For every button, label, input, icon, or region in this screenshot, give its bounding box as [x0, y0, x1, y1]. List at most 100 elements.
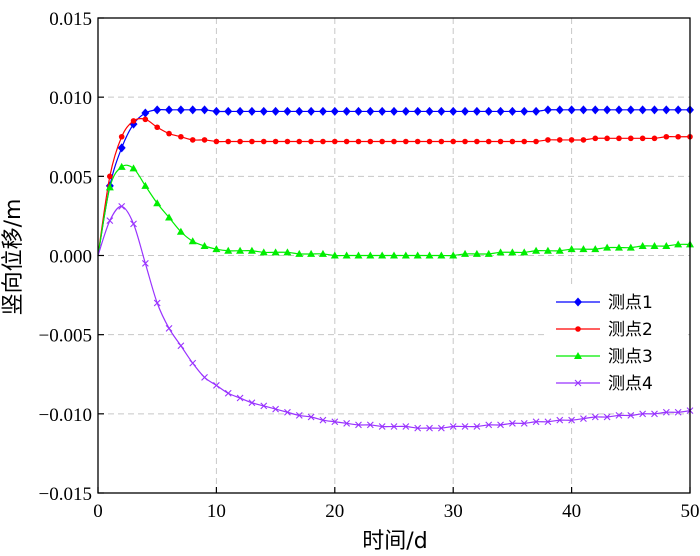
data-point: [107, 173, 113, 180]
data-point: [497, 421, 504, 429]
marker-stroke: [461, 423, 469, 430]
data-point: [520, 106, 529, 116]
data-point: [484, 106, 493, 116]
marker-stroke: [437, 424, 445, 432]
legend-item-4: 测点4: [556, 374, 653, 394]
data-point: [165, 324, 173, 332]
data-point: [189, 359, 197, 367]
marker-stroke: [141, 260, 149, 267]
data-point: [461, 106, 470, 116]
data-point: [284, 408, 291, 416]
data-point: [426, 424, 433, 432]
data-point: [555, 105, 564, 115]
legend-swatch-marker: [574, 352, 582, 359]
data-point: [188, 237, 197, 245]
legend-box: [548, 284, 684, 406]
data-point: [117, 162, 126, 170]
marker-stroke: [544, 418, 552, 426]
marker-stroke: [390, 423, 398, 430]
data-point: [247, 106, 256, 116]
marker-stroke: [130, 220, 137, 228]
data-point: [236, 394, 244, 402]
data-point: [449, 423, 457, 430]
marker-stroke: [106, 217, 114, 225]
data-point: [413, 106, 422, 116]
marker-stroke: [165, 324, 173, 332]
marker-stroke: [674, 408, 682, 416]
data-point: [249, 138, 255, 145]
data-point: [616, 135, 622, 142]
marker-stroke: [509, 419, 516, 427]
data-point: [153, 105, 162, 115]
legend-item-2: 测点2: [556, 320, 653, 340]
data-point: [638, 242, 647, 249]
marker-stroke: [556, 416, 564, 424]
data-point: [105, 183, 114, 191]
data-point: [307, 106, 316, 116]
data-point: [188, 105, 197, 115]
data-point: [260, 138, 267, 145]
data-point: [118, 203, 126, 210]
data-point: [259, 106, 268, 116]
data-point: [106, 217, 114, 225]
marker-stroke: [651, 410, 658, 418]
legend-swatch-marker: [575, 326, 581, 332]
data-point: [366, 251, 375, 259]
data-point: [166, 130, 172, 137]
data-point: [473, 423, 481, 430]
marker-stroke: [378, 423, 386, 430]
data-point: [614, 243, 623, 251]
data-point: [555, 246, 564, 254]
marker-stroke: [473, 423, 481, 430]
data-point: [402, 423, 410, 430]
series-layer: [97, 105, 694, 432]
data-point: [200, 105, 209, 115]
marker-stroke: [224, 389, 232, 397]
data-point: [461, 423, 469, 430]
marker-stroke: [497, 421, 504, 429]
data-point: [141, 108, 150, 118]
data-point: [413, 251, 422, 259]
data-point: [154, 124, 160, 131]
data-point: [153, 299, 161, 307]
data-point: [496, 248, 505, 256]
marker-stroke: [272, 405, 279, 413]
data-point: [567, 245, 576, 253]
data-point: [662, 408, 670, 416]
legend: 测点1 测点2 测点3 测点4: [548, 284, 684, 406]
marker-stroke: [485, 421, 493, 429]
data-point: [378, 106, 387, 116]
data-point: [626, 105, 635, 115]
legend-label: 测点1: [608, 293, 653, 313]
series-3: [97, 162, 694, 259]
data-point: [414, 424, 422, 432]
data-point: [509, 138, 516, 145]
data-point: [283, 106, 292, 116]
data-point: [568, 416, 575, 424]
marker-stroke: [331, 418, 339, 426]
data-point: [650, 105, 659, 115]
data-point: [603, 413, 611, 421]
data-point: [212, 245, 221, 253]
data-point: [401, 106, 410, 116]
data-point: [212, 106, 221, 116]
data-point: [462, 138, 468, 145]
marker-stroke: [574, 379, 582, 387]
marker-stroke: [295, 412, 303, 419]
data-point: [509, 419, 516, 427]
data-point: [354, 251, 363, 259]
marker-stroke: [248, 399, 256, 407]
data-point: [272, 405, 279, 413]
data-point: [508, 248, 517, 256]
data-point: [379, 138, 385, 145]
data-point: [330, 106, 339, 116]
data-point: [545, 137, 551, 143]
y-tick-label: 0.005: [49, 167, 92, 188]
data-point: [591, 413, 599, 421]
x-tick-label: 20: [325, 501, 344, 522]
data-point: [485, 138, 492, 145]
data-point: [391, 138, 397, 145]
marker-stroke: [177, 342, 185, 350]
data-point: [638, 105, 647, 115]
